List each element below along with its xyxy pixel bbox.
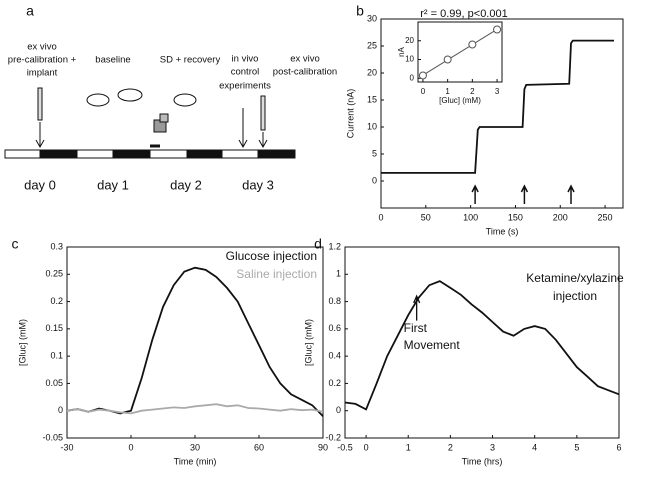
x-tick-label: 30: [190, 442, 200, 452]
annotation-arrow: [413, 294, 421, 321]
event-text: in vivo: [232, 54, 259, 65]
y-axis-label: [Gluc] (mM): [303, 319, 313, 366]
data-point: [493, 25, 502, 34]
x-tick-label: 5: [574, 442, 579, 452]
y-tick-label: 0: [58, 405, 63, 415]
y-tick-label: 0.2: [328, 378, 341, 388]
x-tick-label: 1: [445, 87, 450, 96]
y-tick-label: 0.8: [328, 296, 341, 306]
data-line: [344, 280, 620, 411]
x-tick-label: 1: [406, 442, 411, 452]
y-tick-label: 25: [367, 40, 377, 50]
legend-entry: Glucose injection: [226, 249, 317, 263]
y-tick-label: 1.2: [328, 241, 341, 251]
annotation: Movement: [404, 338, 461, 352]
x-tick-label: 0: [421, 87, 426, 96]
y-axis-label: [Gluc] (mM): [17, 319, 27, 366]
y-tick-label: 0.1: [50, 351, 63, 361]
y-axis-label: Current (nA): [345, 89, 355, 139]
y-axis-label: nA: [397, 46, 406, 56]
y-tick-label: 0: [372, 175, 377, 185]
day-label: day 0: [24, 177, 56, 192]
y-tick-label: 0.05: [45, 378, 63, 388]
y-tick-label: 0: [410, 73, 415, 82]
data-point: [418, 71, 427, 80]
event-text: pre-calibration +: [8, 55, 77, 66]
x-tick-label: 2: [470, 87, 475, 96]
event-text: ex vivo: [27, 42, 57, 53]
plot-frame: [344, 246, 620, 439]
x-tick-label: -0.5: [337, 442, 353, 452]
day-label: day 1: [97, 177, 129, 192]
y-tick-label: 0: [336, 405, 341, 415]
y-tick-label: 30: [367, 13, 377, 23]
data-point: [443, 55, 452, 64]
y-tick-label: 0.15: [45, 323, 63, 333]
data-point: [468, 40, 477, 49]
annotation: injection: [553, 289, 597, 303]
x-tick-label: 3: [495, 87, 500, 96]
y-tick-label: -0.2: [325, 432, 341, 442]
timeline-panel: a ex vivo pre-calibration + implant base…: [4, 3, 337, 192]
event-text: control: [231, 67, 260, 78]
y-tick-label: 0.4: [328, 351, 341, 361]
x-tick-label: 60: [254, 442, 264, 452]
arrow: [520, 184, 529, 204]
y-tick-label: 0.6: [328, 323, 341, 333]
event-text: baseline: [95, 55, 130, 66]
y-tick-label: 15: [367, 94, 377, 104]
x-tick-label: 3: [490, 442, 495, 452]
x-tick-label: 100: [463, 212, 478, 222]
x-axis-label: Time (min): [174, 456, 217, 466]
event-text: experiments: [219, 81, 271, 92]
x-tick-label: 150: [508, 212, 523, 222]
x-tick-label: 0: [378, 212, 383, 222]
fit-line: [422, 28, 498, 76]
x-tick-label: 50: [421, 212, 431, 222]
x-tick-label: 2: [448, 442, 453, 452]
arrow: [471, 184, 479, 204]
y-tick-label: 1: [336, 269, 341, 279]
x-tick-label: 4: [532, 442, 537, 452]
panel-label: b: [356, 3, 364, 19]
arrow: [567, 184, 575, 204]
y-tick-label: 5: [372, 148, 377, 158]
event-text: ex vivo: [290, 54, 320, 65]
y-tick-label: 0.3: [50, 241, 63, 251]
panel-label: c: [12, 236, 19, 252]
data-line: [381, 39, 614, 174]
day-label: day 3: [242, 177, 274, 192]
y-tick-label: 0.2: [50, 296, 63, 306]
y-tick-label: 0.25: [45, 269, 63, 279]
y-tick-label: -0.05: [42, 432, 63, 442]
x-tick-label: -30: [60, 442, 73, 452]
annotation: Ketamine/xylazine: [526, 271, 624, 285]
x-tick-label: 0: [128, 442, 133, 452]
x-tick-label: 200: [553, 212, 568, 222]
y-tick-label: 10: [367, 121, 377, 131]
annotation: First: [404, 321, 428, 335]
y-tick-label: 20: [367, 67, 377, 77]
y-tick-label: 10: [405, 55, 414, 64]
event-text: post-calibration: [273, 67, 337, 78]
panel-label: a: [26, 3, 34, 19]
x-axis-label: Time (hrs): [462, 456, 503, 466]
day-label: day 2: [170, 177, 202, 192]
x-tick-label: 6: [616, 442, 621, 452]
event-text: SD + recovery: [160, 55, 221, 66]
event-text: implant: [27, 68, 58, 79]
timeline-icons: [35, 87, 268, 149]
panel-label: d: [314, 236, 322, 252]
x-axis-label: Time (s): [486, 226, 519, 236]
x-tick-label: 90: [318, 442, 328, 452]
x-tick-label: 250: [598, 212, 613, 222]
y-tick-label: 20: [405, 36, 414, 45]
annotation: r² = 0.99, p<0.001: [420, 8, 507, 20]
timeline-bar: [4, 149, 296, 159]
legend-entry: Saline injection: [236, 267, 317, 281]
x-tick-label: 0: [364, 442, 369, 452]
x-axis-label: [Gluc] (mM): [439, 96, 481, 105]
data-line: [66, 403, 324, 415]
